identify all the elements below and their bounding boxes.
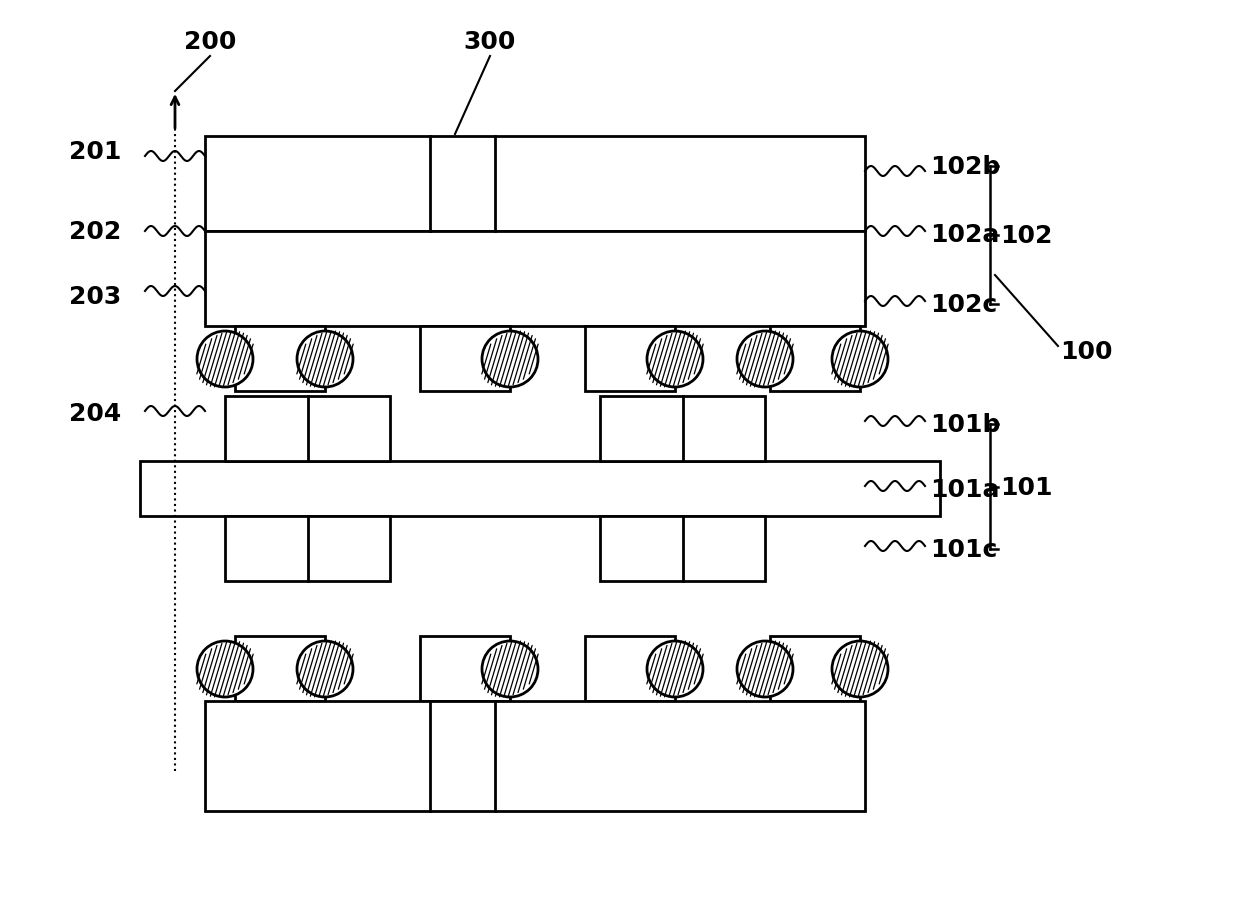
Text: 101b: 101b	[930, 413, 1001, 436]
Bar	[224, 396, 391, 462]
Circle shape	[737, 332, 794, 387]
Bar	[236, 636, 325, 701]
Circle shape	[197, 641, 253, 697]
Text: 102a: 102a	[930, 223, 999, 247]
Text: 101a: 101a	[930, 477, 999, 501]
Bar	[600, 517, 765, 581]
Bar	[140, 462, 940, 517]
Circle shape	[298, 332, 353, 387]
Circle shape	[647, 332, 703, 387]
Text: 102: 102	[999, 224, 1053, 248]
Circle shape	[832, 332, 888, 387]
Circle shape	[737, 641, 794, 697]
Text: 101: 101	[999, 476, 1053, 499]
Circle shape	[647, 641, 703, 697]
Text: 200: 200	[184, 30, 236, 54]
Text: 300: 300	[464, 30, 516, 54]
Text: 102b: 102b	[930, 155, 1001, 179]
Circle shape	[832, 641, 888, 697]
Text: 101c: 101c	[930, 537, 997, 561]
Text: 202: 202	[69, 220, 122, 244]
Bar	[770, 636, 861, 701]
Text: 100: 100	[1060, 340, 1112, 363]
Circle shape	[482, 332, 538, 387]
Bar	[224, 517, 391, 581]
Bar	[770, 327, 861, 392]
Text: 204: 204	[69, 402, 122, 425]
Bar	[585, 636, 675, 701]
Text: 203: 203	[69, 285, 122, 309]
Bar	[600, 396, 765, 462]
Bar	[585, 327, 675, 392]
Bar	[420, 636, 510, 701]
Bar	[205, 231, 866, 327]
Text: 102c: 102c	[930, 292, 997, 317]
Circle shape	[197, 332, 253, 387]
Circle shape	[482, 641, 538, 697]
Bar	[205, 701, 866, 811]
Bar	[420, 327, 510, 392]
Circle shape	[298, 641, 353, 697]
Bar	[205, 137, 866, 231]
Bar	[236, 327, 325, 392]
Text: 201: 201	[68, 140, 122, 164]
